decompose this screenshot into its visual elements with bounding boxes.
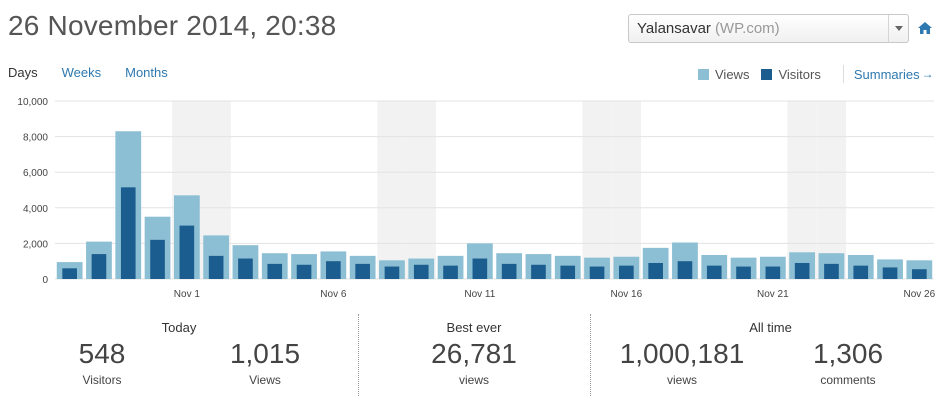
- today-visitors: 548 Visitors: [52, 338, 152, 387]
- best-ever-views: 26,781 views: [414, 338, 534, 387]
- today-visitors-label: Visitors: [82, 373, 122, 387]
- all-time-comments-number: 1,306: [812, 338, 884, 369]
- y-tick-label: 4,000: [23, 204, 48, 215]
- weekend-band: [787, 101, 817, 279]
- tab-weeks[interactable]: Weeks: [61, 65, 102, 80]
- all-time-views-label: views: [666, 373, 697, 387]
- stats-divider: [590, 314, 591, 396]
- visitors-bar: [472, 258, 488, 279]
- arrow-right-icon: →: [921, 67, 934, 81]
- visitors-bar: [589, 266, 605, 279]
- visitors-bar: [296, 264, 312, 279]
- weekend-band: [816, 101, 847, 279]
- visitors-bar: [560, 265, 576, 279]
- visitors-bar: [91, 254, 107, 279]
- visitors-bar: [912, 269, 927, 279]
- visitors-bar: [706, 265, 722, 279]
- chevron-down-icon[interactable]: [888, 15, 908, 42]
- summaries-label: Summaries: [853, 66, 920, 82]
- visitors-bar: [443, 265, 458, 279]
- site-name: Yalansavar: [637, 20, 711, 37]
- visitors-bar: [326, 261, 341, 279]
- weekend-band: [611, 101, 641, 279]
- visitors-bar: [736, 266, 751, 279]
- visitors-bar: [794, 262, 810, 279]
- stats-chart: 10,000 8,000 6,000 4,000 2,000 0 Nov 1 Nov 6 Nov…: [17, 97, 936, 300]
- x-tick-label: Nov 6: [320, 289, 347, 300]
- all-time-title: All time: [749, 320, 792, 335]
- today-views: 1,015 Views: [205, 338, 325, 387]
- summaries-link[interactable]: Summaries →: [854, 67, 934, 82]
- best-ever-label: views: [458, 373, 489, 387]
- x-tick-label: Nov 16: [611, 289, 643, 300]
- x-tick-label: Nov 21: [757, 289, 789, 300]
- y-tick-label: 6,000: [23, 168, 48, 179]
- y-tick-label: 8,000: [23, 133, 48, 144]
- visitors-bar: [150, 239, 165, 279]
- x-tick-label: Nov 11: [464, 289, 495, 300]
- home-icon[interactable]: [918, 22, 932, 34]
- stats-divider: [358, 314, 359, 396]
- legend-views-label: Views: [715, 66, 750, 82]
- today-views-label: Views: [249, 373, 281, 387]
- views-swatch: [698, 68, 709, 80]
- best-ever-title: Best ever: [446, 320, 502, 335]
- visitors-bar: [355, 263, 370, 279]
- x-tick-label: Nov 26: [904, 289, 936, 300]
- today-visitors-number: 548: [78, 338, 126, 369]
- legend-views: Views: [698, 67, 749, 82]
- all-time-comments: 1,306 comments: [788, 338, 908, 387]
- visitors-bar: [267, 263, 283, 279]
- visitors-bar: [677, 261, 693, 279]
- visitors-bar: [384, 266, 400, 279]
- today-views-number: 1,015: [229, 338, 301, 369]
- all-time-comments-label: comments: [820, 373, 876, 387]
- visitors-bar: [619, 265, 634, 279]
- y-tick-label: 10,000: [17, 97, 48, 108]
- visitors-bar: [413, 264, 429, 279]
- legend-visitors: Visitors: [761, 66, 821, 82]
- legend-visitors-label: Visitors: [778, 66, 821, 82]
- visitors-bar: [62, 268, 77, 279]
- visitors-bar: [765, 266, 781, 279]
- visitors-bar: [120, 187, 136, 279]
- stats-summary: Today 548 Visitors 1,015 Views Best ever…: [0, 312, 951, 397]
- visitors-bar: [648, 262, 663, 279]
- stats-today: Today 548 Visitors 1,015 Views: [0, 312, 358, 397]
- visitors-bar: [179, 225, 195, 279]
- stats-all-time: All time 1,000,181 views 1,306 comments: [590, 312, 951, 397]
- y-tick-label: 0: [42, 275, 48, 286]
- visitors-bar: [824, 263, 839, 279]
- visitors-swatch: [761, 68, 773, 80]
- site-selector[interactable]: Yalansavar (WP.com): [628, 14, 909, 43]
- chart-legend: Views Visitors Summaries →: [698, 65, 934, 83]
- visitors-bar: [208, 255, 224, 279]
- tab-months[interactable]: Months: [125, 65, 168, 80]
- legend-divider: [842, 65, 844, 83]
- best-ever-number: 26,781: [431, 338, 517, 369]
- visitors-bar: [238, 258, 253, 279]
- tab-days[interactable]: Days: [8, 65, 38, 80]
- visitors-bar: [531, 264, 546, 279]
- visitors-bar: [853, 265, 869, 279]
- all-time-views: 1,000,181 views: [612, 338, 752, 387]
- weekend-band: [406, 101, 436, 279]
- period-tabs: Days Weeks Months: [8, 65, 192, 80]
- stats-best-ever: Best ever 26,781 views: [358, 312, 590, 397]
- weekend-band: [377, 101, 407, 279]
- weekend-band: [582, 101, 612, 279]
- y-tick-label: 2,000: [23, 239, 48, 250]
- visitors-bar: [501, 263, 517, 279]
- all-time-views-number: 1,000,181: [619, 338, 745, 369]
- site-type: (WP.com): [714, 20, 780, 37]
- visitors-bar: [882, 267, 898, 279]
- today-title: Today: [161, 320, 197, 335]
- page-title: 26 November 2014, 20:38: [8, 10, 337, 41]
- x-tick-label: Nov 1: [174, 289, 201, 300]
